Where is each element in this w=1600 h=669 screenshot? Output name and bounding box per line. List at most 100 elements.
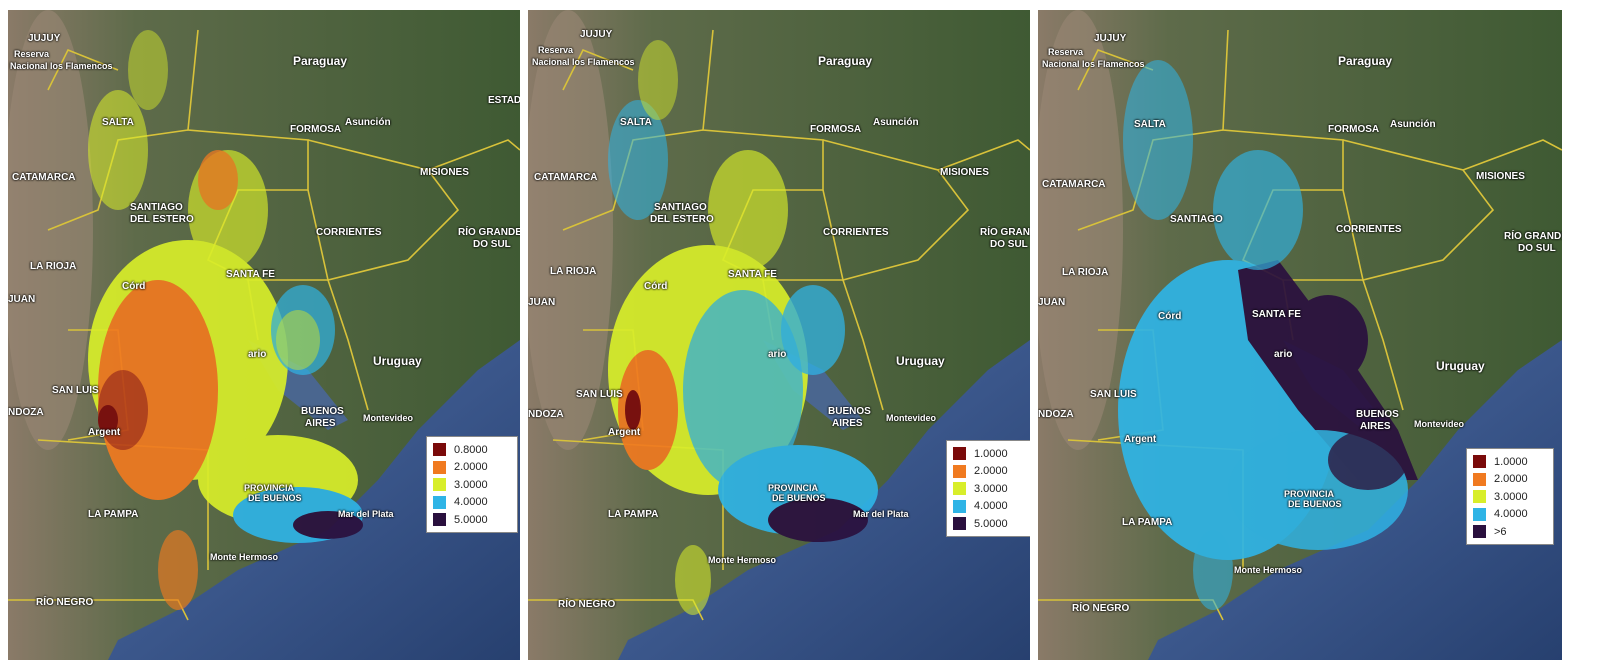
label-provincia: PROVINCIA: [768, 483, 819, 493]
label-santiago: SANTIAGO: [130, 202, 183, 213]
label-san-luis: SAN LUIS: [576, 389, 623, 400]
label-monte-hermoso: Monte Hermoso: [210, 552, 279, 562]
legend-2: 1.0000 2.0000 3.0000 4.0000 5.0000: [946, 440, 1030, 537]
legend-row: 0.8000: [433, 441, 511, 459]
legend-swatch: [1473, 472, 1486, 486]
map-canvas-3: [1038, 10, 1562, 660]
legend-swatch: [1473, 455, 1486, 469]
legend-swatch: [433, 495, 446, 509]
label-corrientes: CORRIENTES: [823, 227, 889, 238]
legend-row: 5.0000: [433, 511, 511, 529]
legend-row: 1.0000: [1473, 453, 1547, 471]
label-asuncion: Asunción: [1390, 119, 1436, 130]
label-mendoza: NDOZA: [8, 407, 44, 418]
legend-row: 2.0000: [1473, 471, 1547, 489]
label-buenos: BUENOS: [1356, 409, 1399, 420]
label-catamarca: CATAMARCA: [12, 172, 76, 183]
legend-swatch: [433, 513, 446, 527]
legend-value: 2.0000: [974, 465, 1008, 478]
label-montevideo: Montevideo: [363, 413, 414, 423]
label-la-pampa: LA PAMPA: [1122, 517, 1173, 528]
label-asuncion: Asunción: [345, 117, 391, 128]
legend-row: 1.0000: [953, 445, 1025, 463]
legend-value: 1.0000: [974, 447, 1008, 460]
label-juan: JUAN: [1038, 297, 1066, 308]
label-buenos: BUENOS: [828, 406, 871, 417]
data-overlay: [88, 30, 363, 610]
label-argentina: Argent: [88, 427, 121, 438]
label-santa-fe: SANTA FE: [728, 269, 777, 280]
map-panel-1[interactable]: Paraguay FORMOSA Asunción ESTAD MISIONES…: [8, 10, 520, 660]
legend-value: 2.0000: [454, 461, 488, 474]
label-montevideo: Montevideo: [886, 413, 937, 423]
label-nacional: Nacional los Flamencos: [532, 57, 635, 67]
label-salta: SALTA: [1134, 119, 1166, 130]
label-uruguay: Uruguay: [1436, 359, 1485, 373]
legend-value: 1.0000: [1494, 455, 1528, 468]
label-catamarca: CATAMARCA: [534, 172, 598, 183]
label-estado: ESTAD: [488, 95, 520, 106]
label-del-estero: DEL ESTERO: [650, 214, 714, 225]
andes-ridge: [528, 10, 613, 450]
legend-row: 3.0000: [1473, 488, 1547, 506]
label-formosa: FORMOSA: [1328, 124, 1380, 135]
legend-row: 4.0000: [1473, 506, 1547, 524]
legend-row: 4.0000: [433, 494, 511, 512]
label-rosario: ario: [1274, 349, 1293, 360]
ocean: [108, 340, 520, 660]
label-rio-grande: RÍO GRANDE: [980, 227, 1030, 238]
legend-value: 3.0000: [454, 478, 488, 491]
label-provincia: PROVINCIA: [1284, 489, 1335, 499]
label-nacional: Nacional los Flamencos: [10, 61, 113, 71]
map-panel-3[interactable]: Paraguay FORMOSA Asunción MISIONES CORRI…: [1038, 10, 1562, 660]
label-san-luis: SAN LUIS: [52, 385, 99, 396]
legend-swatch: [1473, 525, 1486, 539]
label-la-pampa: LA PAMPA: [88, 509, 139, 520]
legend-row: 3.0000: [433, 476, 511, 494]
label-cordoba: Córd: [1158, 311, 1182, 322]
label-do-sul: DO SUL: [990, 239, 1028, 250]
label-salta: SALTA: [102, 117, 134, 128]
label-argentina: Argent: [1124, 434, 1157, 445]
ocean: [1148, 340, 1562, 660]
andes-ridge: [1038, 10, 1123, 450]
label-del-estero: DEL ESTERO: [130, 214, 194, 225]
legend-value: 3.0000: [1494, 490, 1528, 503]
label-de-buenos: DE BUENOS: [1288, 499, 1342, 509]
label-rosario: ario: [768, 349, 787, 360]
label-misiones: MISIONES: [940, 167, 989, 178]
label-mendoza: NDOZA: [1038, 409, 1074, 420]
legend-row: 3.0000: [953, 480, 1025, 498]
legend-swatch: [953, 517, 966, 531]
legend-swatch: [433, 478, 446, 492]
legend-row: 2.0000: [953, 463, 1025, 481]
label-la-rioja: LA RIOJA: [30, 261, 77, 272]
label-santiago: SANTIAGO: [1170, 214, 1223, 225]
label-misiones: MISIONES: [1476, 171, 1525, 182]
data-overlay: [608, 40, 878, 615]
label-asuncion: Asunción: [873, 117, 919, 128]
label-corrientes: CORRIENTES: [316, 227, 382, 238]
label-la-rioja: LA RIOJA: [550, 266, 597, 277]
label-misiones: MISIONES: [420, 167, 469, 178]
legend-value: >6: [1494, 525, 1507, 538]
label-provincia: PROVINCIA: [244, 483, 295, 493]
label-salta: SALTA: [620, 117, 652, 128]
label-reserva: Reserva: [1048, 47, 1084, 57]
label-la-pampa: LA PAMPA: [608, 509, 659, 520]
legend-value: 4.0000: [1494, 508, 1528, 521]
label-paraguay: Paraguay: [293, 54, 348, 68]
label-paraguay: Paraguay: [818, 54, 873, 68]
map-panel-2[interactable]: Paraguay FORMOSA Asunción MISIONES CORRI…: [528, 10, 1030, 660]
label-mar-del-plata: Mar del Plata: [853, 509, 909, 519]
legend-row: 5.0000: [953, 515, 1025, 533]
legend-1: 0.8000 2.0000 3.0000 4.0000 5.0000: [426, 436, 518, 533]
label-cordoba: Córd: [122, 281, 146, 292]
legend-swatch: [953, 482, 966, 496]
label-buenos: BUENOS: [301, 406, 344, 417]
label-rio-negro: RÍO NEGRO: [558, 599, 616, 610]
legend-swatch: [953, 464, 966, 478]
legend-row: 2.0000: [433, 459, 511, 477]
legend-value: 0.8000: [454, 443, 488, 456]
label-jujuy: JUJUY: [580, 29, 613, 40]
